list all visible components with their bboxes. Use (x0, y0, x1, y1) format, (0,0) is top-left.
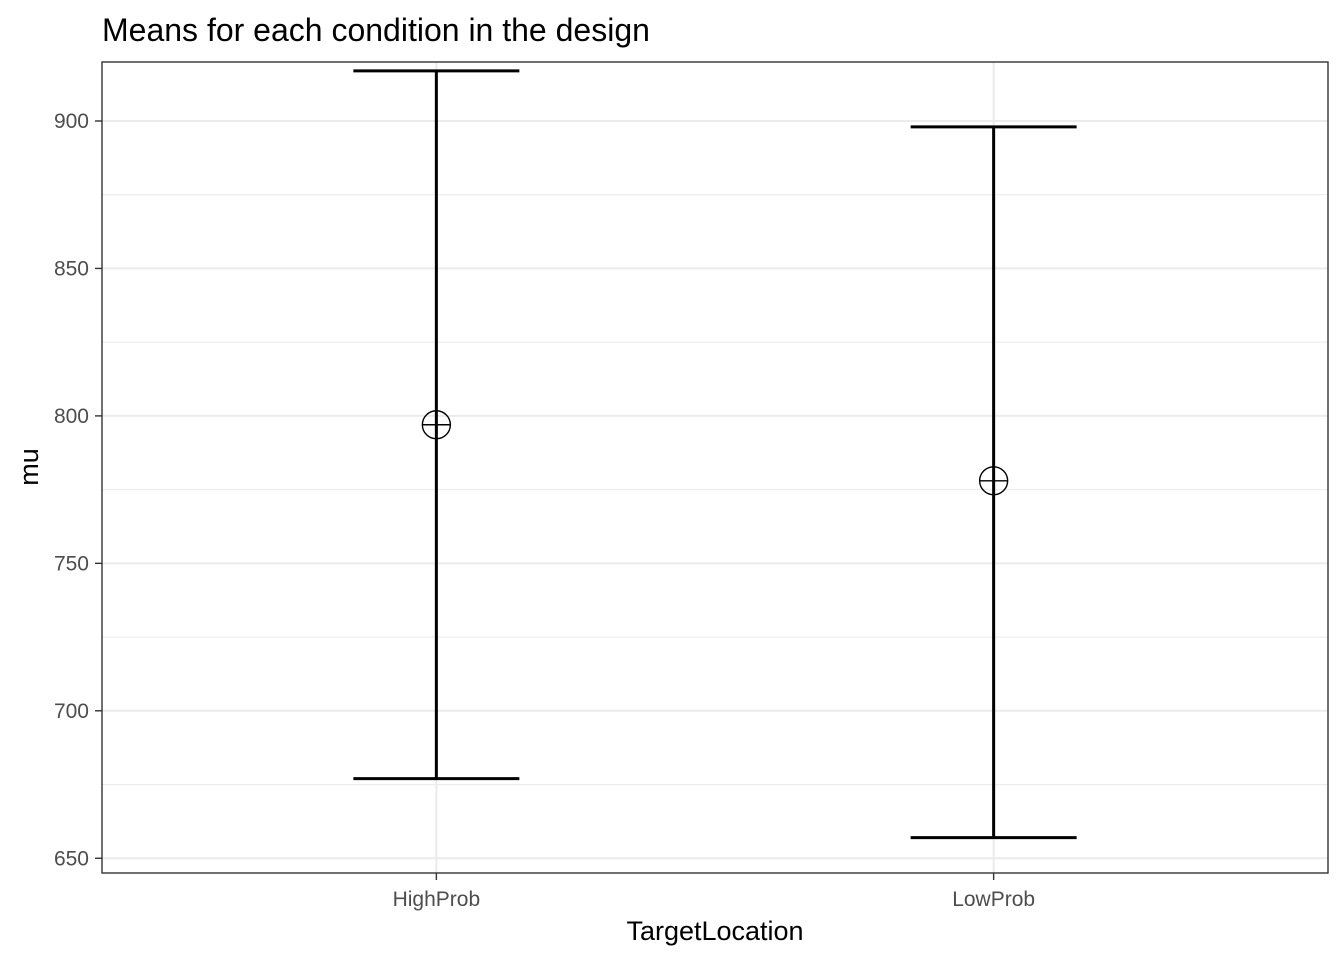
y-tick-label: 750 (54, 552, 89, 575)
y-tick-label: 650 (54, 847, 89, 870)
x-tick-label: LowProb (952, 888, 1035, 911)
chart-title: Means for each condition in the design (102, 12, 650, 48)
y-axis: 650 700 750 800 850 900 (54, 110, 102, 870)
panel-border (101, 61, 1329, 874)
y-tick-label: 700 (54, 700, 89, 723)
x-tick-label: HighProb (393, 888, 481, 911)
x-axis: HighProb LowProb (393, 873, 1035, 911)
grid (102, 62, 1328, 873)
y-tick-label: 900 (54, 110, 89, 133)
x-axis-title: TargetLocation (626, 916, 803, 946)
y-axis-title: mu (14, 448, 44, 486)
chart-marks (353, 69, 1077, 840)
y-tick-label: 800 (54, 405, 89, 428)
y-tick-label: 850 (54, 257, 89, 280)
